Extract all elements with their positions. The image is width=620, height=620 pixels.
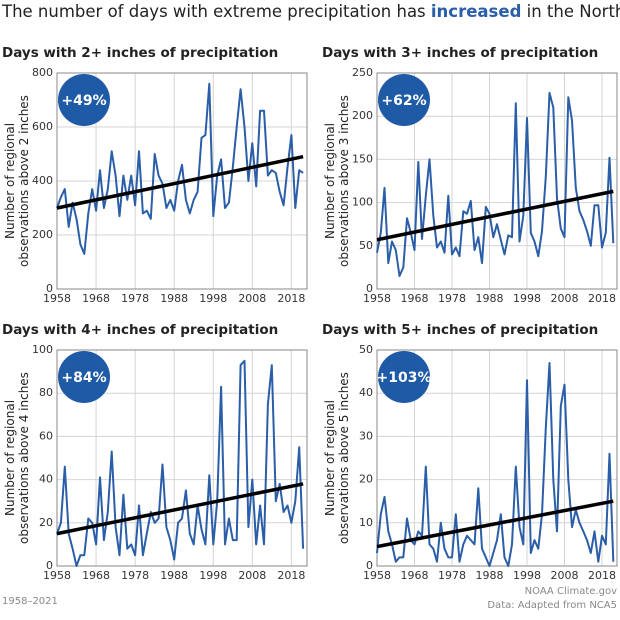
y-tick-label: 60 bbox=[39, 429, 53, 442]
figure-title: The number of days with extreme precipit… bbox=[1, 2, 620, 21]
x-tick-label: 2008 bbox=[238, 292, 266, 305]
y-tick-label: 0 bbox=[366, 559, 373, 572]
y-axis-label: observations above 4 inches bbox=[17, 372, 31, 544]
x-tick-label: 1988 bbox=[160, 569, 188, 582]
badge bbox=[58, 74, 110, 126]
x-tick-label: 2018 bbox=[588, 569, 616, 582]
data-line bbox=[56, 82, 304, 255]
panel-title: Days with 4+ inches of precipitation bbox=[2, 322, 278, 338]
period-note: 1958–2021 bbox=[2, 596, 58, 607]
y-tick-label: 250 bbox=[352, 66, 373, 79]
y-axis-label: observations above 5 inches bbox=[337, 372, 351, 544]
badge bbox=[378, 351, 430, 403]
x-tick-label: 1978 bbox=[438, 569, 466, 582]
trend-line bbox=[56, 482, 304, 536]
x-tick-label: 1988 bbox=[476, 569, 504, 582]
x-tick-label: 2008 bbox=[551, 569, 579, 582]
plot-frame bbox=[56, 72, 308, 290]
x-tick-label: 1978 bbox=[121, 569, 149, 582]
x-tick-label: 1988 bbox=[160, 292, 188, 305]
y-tick-label: 10 bbox=[359, 516, 373, 529]
panel-title: Days with 3+ inches of precipitation bbox=[322, 45, 598, 61]
y-axis-label: Number of regional bbox=[3, 123, 17, 239]
x-tick-label: 1978 bbox=[438, 292, 466, 305]
badge-label: +49% bbox=[61, 93, 106, 109]
x-tick-label: 1968 bbox=[82, 292, 110, 305]
title-highlight: increased bbox=[431, 2, 521, 21]
x-tick-label: 2008 bbox=[238, 569, 266, 582]
x-tick-label: 1998 bbox=[513, 569, 541, 582]
trend-line bbox=[376, 499, 614, 549]
x-tick-label: 1968 bbox=[401, 292, 429, 305]
y-tick-label: 30 bbox=[359, 429, 373, 442]
y-tick-label: 80 bbox=[39, 386, 53, 399]
y-tick-label: 100 bbox=[32, 343, 53, 356]
x-tick-label: 2008 bbox=[551, 292, 579, 305]
source-note: NOAA Climate.gov bbox=[525, 586, 617, 597]
x-tick-label: 1998 bbox=[199, 569, 227, 582]
y-tick-label: 50 bbox=[359, 239, 373, 252]
badge bbox=[58, 351, 110, 403]
x-tick-label: 1958 bbox=[43, 569, 71, 582]
trend-line bbox=[376, 189, 614, 242]
x-tick-label: 2018 bbox=[588, 292, 616, 305]
badge-label: +103% bbox=[377, 370, 432, 386]
panel-title: Days with 5+ inches of precipitation bbox=[322, 322, 598, 338]
x-tick-label: 1968 bbox=[82, 569, 110, 582]
x-tick-label: 1958 bbox=[43, 292, 71, 305]
y-tick-label: 20 bbox=[39, 516, 53, 529]
data-line bbox=[376, 91, 615, 277]
y-tick-label: 400 bbox=[32, 174, 53, 187]
x-tick-label: 1988 bbox=[476, 292, 504, 305]
y-tick-label: 150 bbox=[352, 152, 373, 165]
plot-frame bbox=[56, 349, 308, 567]
y-tick-label: 200 bbox=[352, 109, 373, 122]
y-tick-label: 0 bbox=[366, 282, 373, 295]
y-tick-label: 100 bbox=[352, 196, 373, 209]
y-axis-label: observations above 2 inches bbox=[17, 95, 31, 267]
badge bbox=[378, 74, 430, 126]
y-tick-label: 800 bbox=[32, 66, 53, 79]
data-note: Data: Adapted from NCA5 bbox=[487, 600, 617, 611]
y-tick-label: 40 bbox=[359, 386, 373, 399]
x-tick-label: 2018 bbox=[277, 569, 305, 582]
title-start: The number of days with extreme precipit… bbox=[1, 2, 431, 21]
y-tick-label: 40 bbox=[39, 473, 53, 486]
x-tick-label: 1978 bbox=[121, 292, 149, 305]
x-tick-label: 1958 bbox=[363, 569, 391, 582]
x-tick-label: 1998 bbox=[513, 292, 541, 305]
title-end: in the Northeast bbox=[521, 2, 620, 21]
x-tick-label: 1958 bbox=[363, 292, 391, 305]
y-axis-label: Number of regional bbox=[3, 400, 17, 516]
y-tick-label: 0 bbox=[46, 559, 53, 572]
x-tick-label: 2018 bbox=[277, 292, 305, 305]
badge-label: +62% bbox=[381, 93, 426, 109]
trend-line bbox=[56, 154, 304, 210]
plot-frame bbox=[376, 349, 618, 567]
y-tick-label: 600 bbox=[32, 120, 53, 133]
y-tick-label: 20 bbox=[359, 473, 373, 486]
data-line bbox=[56, 359, 305, 567]
y-tick-label: 0 bbox=[46, 282, 53, 295]
y-axis-label: Number of regional bbox=[323, 123, 337, 239]
y-axis-label: observations above 3 inches bbox=[337, 95, 351, 267]
plot-frame bbox=[376, 72, 618, 290]
badge-label: +84% bbox=[61, 370, 106, 386]
y-axis-label: Number of regional bbox=[323, 400, 337, 516]
x-tick-label: 1968 bbox=[401, 569, 429, 582]
y-tick-label: 50 bbox=[359, 343, 373, 356]
x-tick-label: 1998 bbox=[199, 292, 227, 305]
y-tick-label: 200 bbox=[32, 228, 53, 241]
panel-title: Days with 2+ inches of precipitation bbox=[2, 45, 278, 61]
